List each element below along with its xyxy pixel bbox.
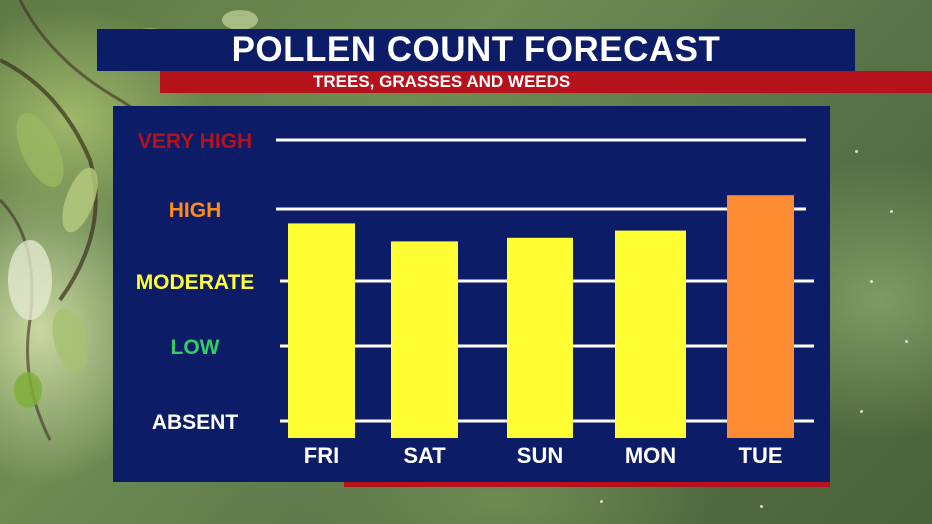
background-speck [870,280,873,283]
x-tick-label-sun: SUN [517,443,563,468]
bottom-accent-stripe [344,482,830,487]
background-speck [905,340,908,343]
level-label-high: HIGH [169,199,222,222]
x-tick-label-tue: TUE [739,443,783,468]
bar-mon [615,230,686,438]
background-speck [600,500,603,503]
bar-sun [507,237,573,438]
x-tick-label-mon: MON [625,443,676,468]
chart-subtitle: TREES, GRASSES AND WEEDS [313,72,571,91]
background-speck [760,505,763,508]
chart-title: POLLEN COUNT FORECAST [97,29,855,71]
level-label-low: LOW [171,336,220,359]
x-tick-label-fri: FRI [304,443,339,468]
level-label-very-high: VERY HIGH [138,130,252,153]
level-label-moderate: MODERATE [136,271,255,294]
background-speck [855,150,858,153]
bar-tue [727,195,794,438]
bar-fri [288,223,355,438]
background-speck [890,210,893,213]
chart-panel [113,106,830,482]
background-speck [860,410,863,413]
subtitle-bar: TREES, GRASSES AND WEEDS [160,71,932,93]
level-label-absent: ABSENT [152,411,239,434]
x-tick-label-sat: SAT [403,443,446,468]
bar-sat [391,241,458,438]
